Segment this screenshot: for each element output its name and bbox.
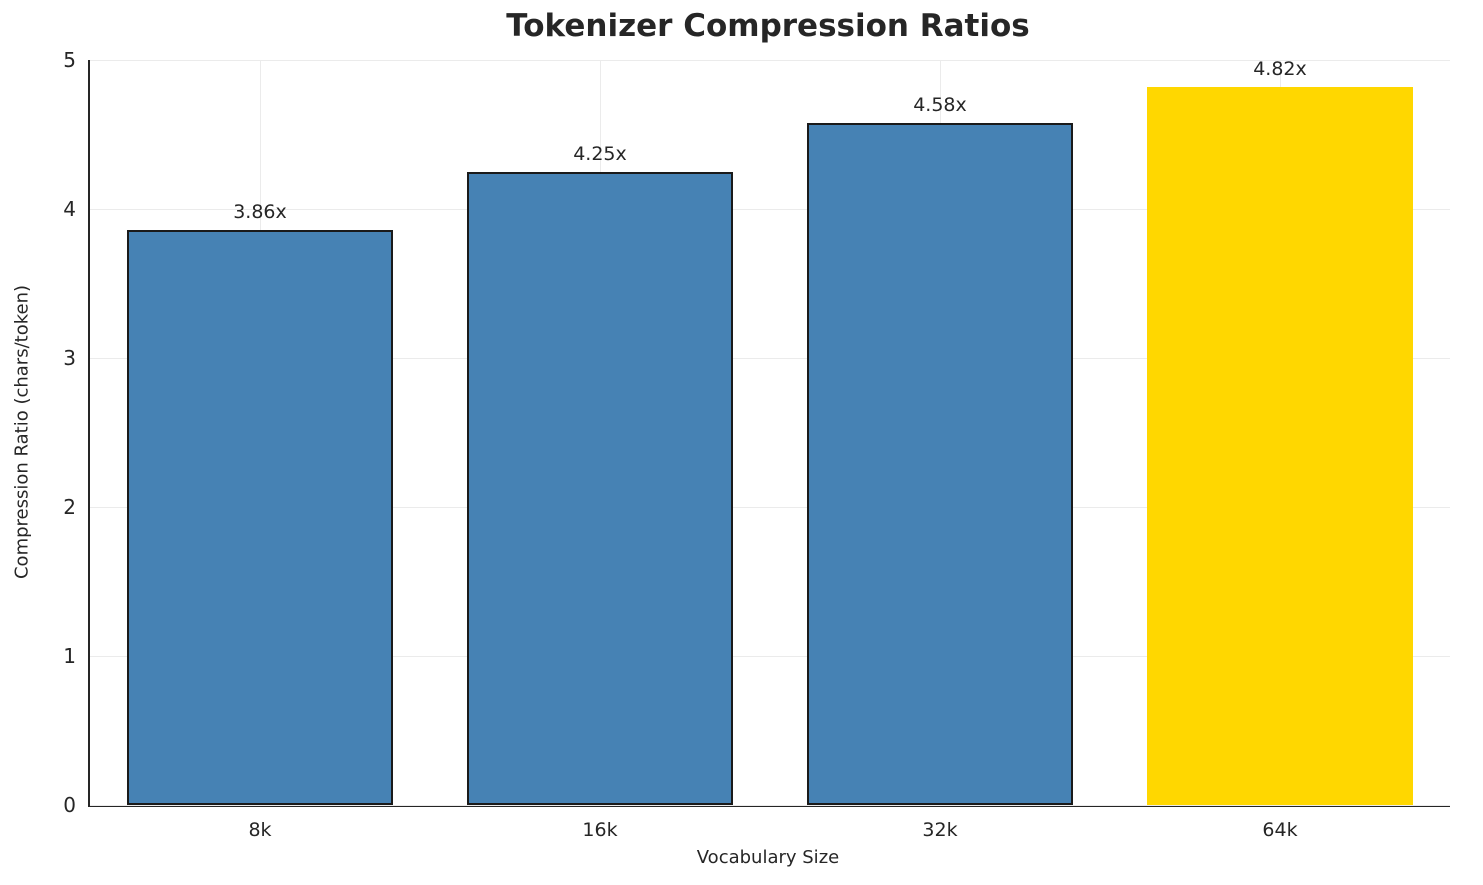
- y-axis-label: Compression Ratio (chars/token): [11, 284, 33, 580]
- bar-8k: [127, 229, 393, 805]
- x-tick-label: 8k: [248, 819, 272, 841]
- bar-16k: [467, 171, 733, 805]
- h-gridline: [90, 507, 1450, 508]
- y-tick-label: 0: [63, 793, 76, 817]
- x-tick-label: 16k: [582, 819, 618, 841]
- plot-area: 0 1 2 3 4 5 3.86x 8k 4.25x 16k 4.58x 32k 4.82x 64k: [63, 48, 1450, 841]
- y-tick-label: 5: [63, 48, 76, 72]
- chart-title: Tokenizer Compression Ratios: [506, 8, 1030, 44]
- x-axis-label: Vocabulary Size: [696, 847, 840, 868]
- y-tick-label: 2: [63, 495, 76, 519]
- x-tick-label: 32k: [922, 819, 958, 841]
- h-gridline: [90, 60, 1450, 61]
- bar-value-label: 4.82x: [1253, 57, 1307, 80]
- x-tick-label: 64k: [1262, 819, 1298, 841]
- h-gridline: [90, 209, 1450, 210]
- bar-value-label: 4.58x: [913, 93, 967, 116]
- h-gridline: [90, 358, 1450, 359]
- y-tick-label: 3: [63, 346, 76, 370]
- y-tick-label: 4: [63, 197, 76, 221]
- h-gridline: [90, 805, 1450, 806]
- bar-value-label: 3.86x: [233, 200, 287, 223]
- y-tick-label: 1: [63, 644, 76, 668]
- bar-64k: [1147, 86, 1413, 805]
- bar-32k: [807, 122, 1073, 805]
- bar-value-label: 4.25x: [573, 142, 627, 165]
- h-gridline: [90, 656, 1450, 657]
